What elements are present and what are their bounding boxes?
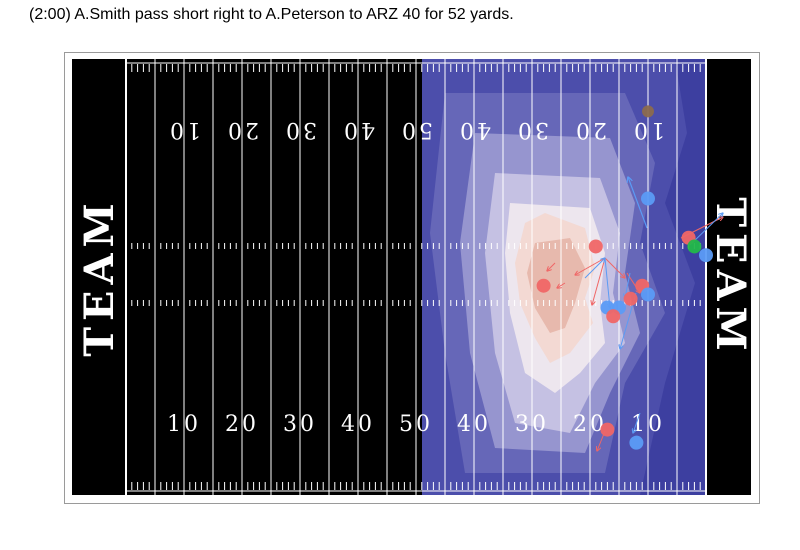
yard-number-top: 40 — [457, 117, 491, 142]
yard-number-top: 50 — [399, 117, 433, 142]
yard-lines — [125, 59, 707, 495]
endzone-right-label: TEAM — [707, 197, 754, 357]
yard-number-bottom: 30 — [283, 412, 317, 437]
yard-numbers-bottom: 10 20 30 40 50 40 30 20 10 — [167, 412, 662, 437]
yard-number-top: 10 — [631, 117, 665, 142]
hash-marks — [131, 64, 701, 490]
football-field-diagram: TEAM TEAM 10 20 30 40 50 40 30 20 10 10 20 30 40 50 4… — [64, 52, 760, 504]
endzone-right-band — [706, 59, 751, 495]
defense-player-marker — [699, 248, 713, 263]
yard-number-bottom: 50 — [399, 412, 433, 437]
yard-number-bottom: 10 — [167, 412, 201, 437]
yard-number-bottom: 30 — [515, 412, 549, 437]
official-player-marker — [642, 105, 654, 118]
yard-number-top: 10 — [167, 117, 201, 142]
yard-number-top: 30 — [515, 117, 549, 142]
endzone-left-label: TEAM — [76, 197, 123, 357]
yard-number-top: 40 — [341, 117, 375, 142]
offense-player-marker — [600, 422, 615, 437]
ball-player-marker — [687, 239, 702, 254]
defense-player-marker — [641, 191, 655, 206]
yard-number-top: 20 — [573, 117, 607, 142]
yard-number-bottom: 40 — [341, 412, 375, 437]
yard-numbers-top: 10 20 30 40 50 40 30 20 10 — [167, 117, 665, 142]
offense-player-marker — [623, 291, 638, 306]
field-svg: TEAM TEAM 10 20 30 40 50 40 30 20 10 10 20 30 40 50 4… — [72, 59, 754, 495]
offense-player-marker — [606, 309, 621, 324]
yard-number-top: 20 — [225, 117, 259, 142]
yard-number-bottom: 20 — [225, 412, 259, 437]
players-layer — [536, 105, 713, 450]
defense-player-marker — [629, 435, 644, 450]
yard-number-top: 30 — [283, 117, 317, 142]
yard-number-bottom: 20 — [573, 412, 607, 437]
defense-player-marker — [641, 287, 655, 302]
play-description: (2:00) A.Smith pass short right to A.Pet… — [29, 6, 514, 23]
offense-player-marker — [536, 278, 551, 293]
yard-number-bottom: 40 — [457, 412, 491, 437]
offense-player-marker — [588, 239, 603, 254]
